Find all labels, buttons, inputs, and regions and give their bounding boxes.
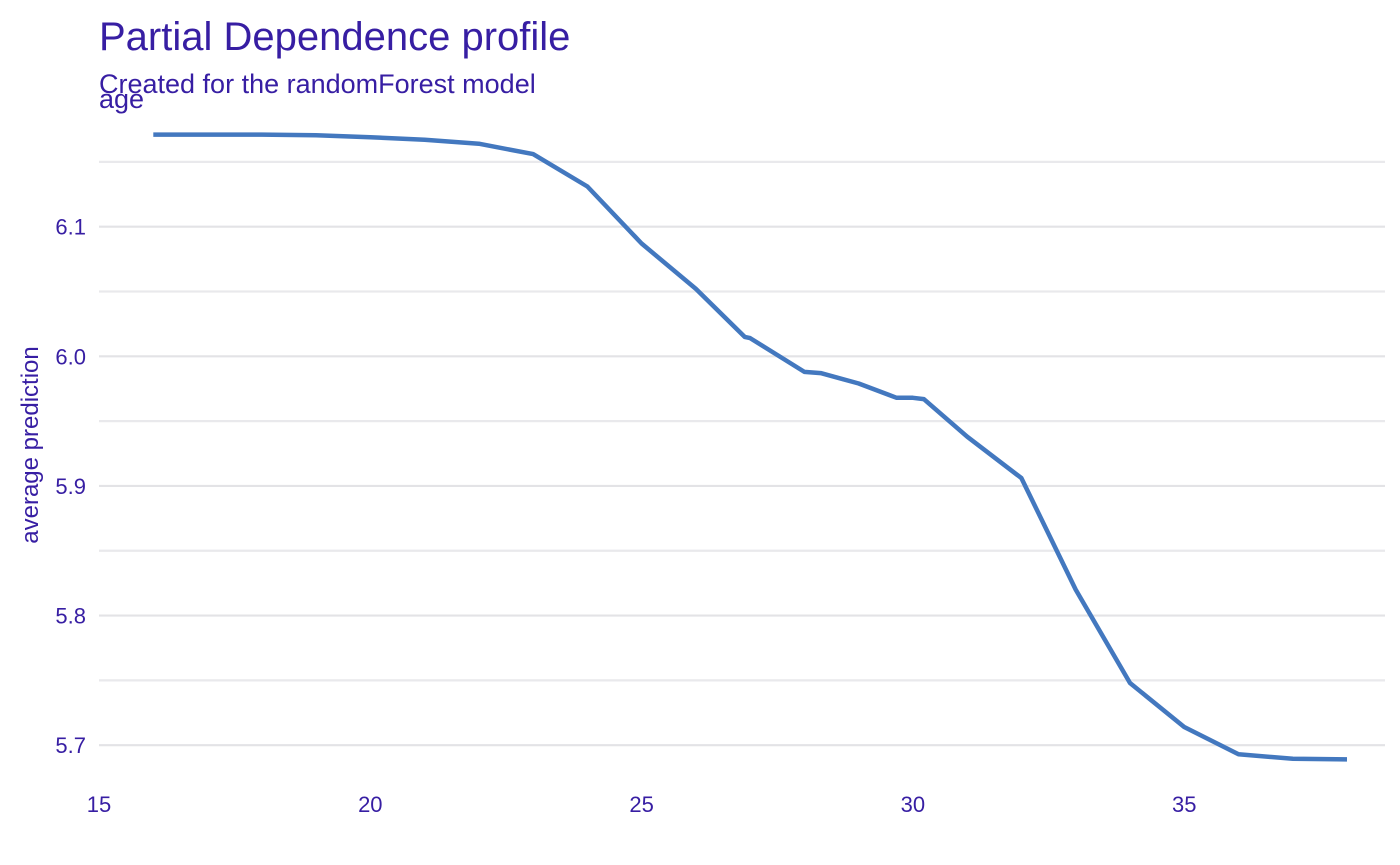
y-tick-label: 5.9 (55, 474, 86, 499)
grid (99, 160, 1385, 747)
chart-subtitle: Created for the randomForest model (99, 69, 536, 99)
x-axis: 15 20 25 30 35 (87, 792, 1197, 817)
facet-label: age (99, 84, 144, 114)
x-tick-label: 25 (629, 792, 653, 817)
y-axis: 5.7 5.8 5.9 6.0 6.1 (55, 215, 86, 759)
x-tick-label: 30 (901, 792, 925, 817)
y-tick-label: 5.8 (55, 604, 86, 629)
series-line (153, 132, 1348, 762)
chart-title: Partial Dependence profile (99, 15, 570, 59)
y-tick-label: 5.7 (55, 733, 86, 758)
x-tick-label: 35 (1172, 792, 1196, 817)
x-tick-label: 15 (87, 792, 111, 817)
y-axis-label: average prediction (17, 346, 44, 543)
x-tick-label: 20 (358, 792, 382, 817)
y-tick-label: 6.0 (55, 344, 86, 369)
series-group (153, 132, 1348, 762)
y-tick-label: 6.1 (55, 215, 86, 240)
